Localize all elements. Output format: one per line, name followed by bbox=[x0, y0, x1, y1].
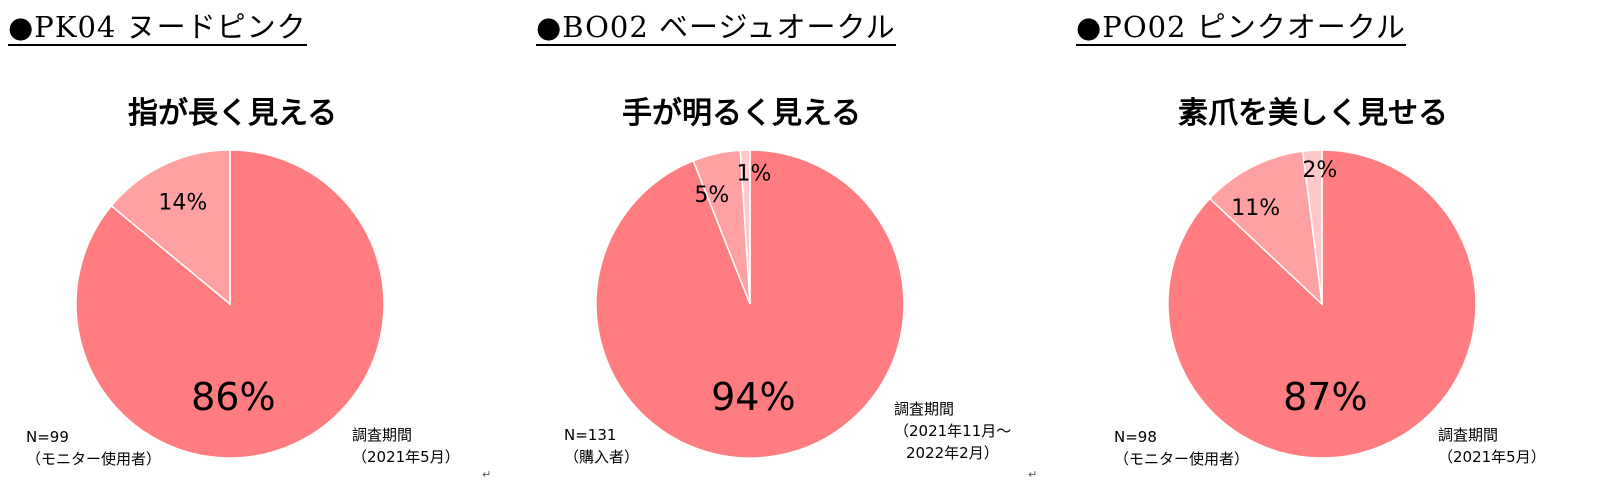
survey-period-start: （2021年11月〜 bbox=[894, 422, 1012, 440]
pie-chart: 94% 5% 1% bbox=[595, 149, 905, 459]
pie-slice bbox=[110, 149, 231, 306]
paragraph-mark: ↵ bbox=[1028, 468, 1038, 481]
sample-size: N=99 bbox=[26, 428, 69, 446]
survey-period-note: 調査期間 （2021年5月） bbox=[1438, 424, 1546, 468]
survey-period-value: （2021年5月） bbox=[1438, 448, 1546, 466]
survey-period-note: 調査期間 （2021年11月〜 2022年2月） bbox=[894, 398, 1011, 464]
slice-label: 2% bbox=[1302, 158, 1337, 183]
pie-slice bbox=[1301, 149, 1323, 305]
slice-label: 5% bbox=[694, 183, 729, 208]
sample-size-note: N=99 （モニター使用者） bbox=[26, 426, 161, 470]
sample-group: （購入者） bbox=[564, 448, 640, 466]
sample-size-note: N=131 （購入者） bbox=[564, 424, 639, 468]
slice-label: 86% bbox=[191, 375, 275, 419]
sample-group: （モニター使用者） bbox=[26, 450, 162, 468]
sample-size: N=131 bbox=[564, 426, 617, 444]
slice-label: 11% bbox=[1231, 196, 1280, 221]
sample-group: （モニター使用者） bbox=[1114, 450, 1250, 468]
survey-period-label: 調査期間 bbox=[894, 400, 955, 418]
panel-title: ●PO02 ピンクオークル bbox=[1076, 10, 1406, 46]
chart-title: 素爪を美しく見せる bbox=[1178, 96, 1448, 131]
chart-title: 手が明るく見える bbox=[622, 96, 862, 131]
slice-label: 14% bbox=[158, 191, 207, 216]
sample-size: N=98 bbox=[1114, 428, 1157, 446]
panel-title: ●BO02 ベージュオークル bbox=[536, 10, 896, 46]
slice-label: 87% bbox=[1283, 375, 1367, 419]
slice-label: 1% bbox=[736, 162, 771, 187]
pie-chart: 87% 11% 2% bbox=[1167, 149, 1477, 459]
survey-period-end: 2022年2月） bbox=[906, 444, 999, 462]
chart-panel-po02: ●PO02 ピンクオークル 素爪を美しく見せる 87% 11% 2% N=98 （モ… bbox=[1068, 0, 1598, 491]
survey-period-value: （2021年5月） bbox=[352, 448, 460, 466]
pie-chart: 86% 14% bbox=[75, 149, 385, 459]
chart-panel-pk04: ●PK04 ヌードピンク 指が長く見える 86% 14% N=99 （モニター使用… bbox=[0, 0, 530, 491]
pie-slice bbox=[1208, 150, 1324, 306]
panel-title: ●PK04 ヌードピンク bbox=[8, 10, 307, 46]
chart-panel-bo02: ●BO02 ベージュオークル 手が明るく見える 94% 5% 1% N=131 （購… bbox=[528, 0, 1058, 491]
paragraph-mark: ↵ bbox=[482, 468, 492, 481]
survey-period-note: 調査期間 （2021年5月） bbox=[352, 424, 460, 468]
pie-slice bbox=[739, 149, 751, 305]
sample-size-note: N=98 （モニター使用者） bbox=[1114, 426, 1249, 470]
chart-title: 指が長く見える bbox=[128, 96, 338, 131]
survey-period-label: 調査期間 bbox=[1438, 426, 1499, 444]
survey-period-label: 調査期間 bbox=[352, 426, 413, 444]
slice-label: 94% bbox=[711, 375, 795, 419]
